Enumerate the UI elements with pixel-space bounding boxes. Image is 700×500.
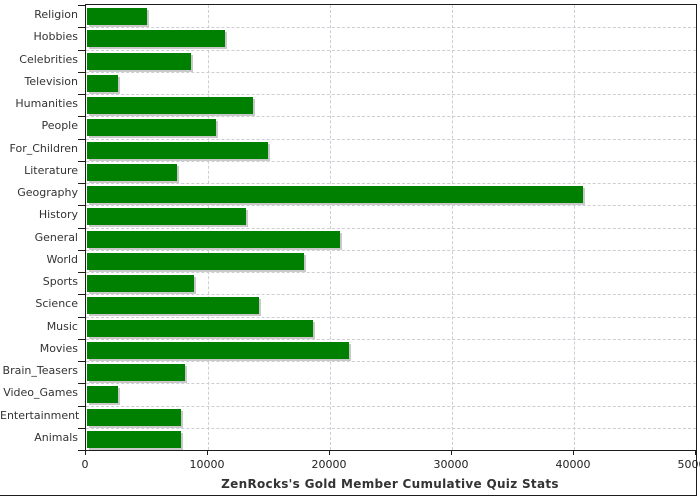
category-label-television: Television xyxy=(24,74,79,88)
y-axis-tick xyxy=(78,5,86,6)
y-gridline xyxy=(86,71,696,73)
category-label-geography: Geography xyxy=(17,186,78,199)
bar-hobbies xyxy=(87,30,225,48)
category-label-literature: Literature xyxy=(24,163,78,177)
x-axis-tick-label: 0 xyxy=(81,458,89,471)
y-gridline xyxy=(86,49,696,51)
y-axis-tick xyxy=(78,227,86,229)
category-label-animals: Animals xyxy=(34,430,78,444)
category-label-hobbies: Hobbies xyxy=(33,30,78,44)
y-axis-tick xyxy=(78,116,86,118)
y-axis-tick xyxy=(78,249,86,251)
category-label-sports: Sports xyxy=(42,275,78,288)
y-gridline xyxy=(86,27,696,29)
y-axis-tick xyxy=(78,361,86,362)
bar-for_children xyxy=(87,141,268,159)
category-label-entertainment: Entertainment xyxy=(0,408,80,422)
bar-celebrities xyxy=(87,52,191,70)
y-gridline xyxy=(86,405,696,407)
bar-brain_teasers xyxy=(87,364,185,381)
y-axis-tick xyxy=(78,94,86,95)
y-axis-tick xyxy=(78,138,86,140)
y-gridline xyxy=(86,138,696,140)
y-gridline xyxy=(86,116,696,118)
bar-humanities xyxy=(87,97,253,114)
bar-world xyxy=(87,252,305,270)
bar-music xyxy=(87,319,313,337)
y-axis-tick xyxy=(78,27,86,29)
y-gridline xyxy=(86,183,696,184)
category-label-celebrities: Celebrities xyxy=(19,52,78,66)
y-axis-tick xyxy=(78,205,86,207)
y-axis-tick xyxy=(78,427,86,429)
y-gridline xyxy=(86,272,696,273)
category-label-religion: Religion xyxy=(34,8,78,21)
category-label-history: History xyxy=(38,208,78,222)
category-label-humanities: Humanities xyxy=(15,97,78,110)
bar-science xyxy=(87,297,260,315)
category-label-world: World xyxy=(46,252,78,266)
bar-people xyxy=(87,119,217,137)
x-axis-tick-label: 30000 xyxy=(433,458,469,471)
y-axis-tick xyxy=(78,405,86,407)
bar-movies xyxy=(87,341,350,359)
bar-general xyxy=(87,230,340,248)
category-label-movies: Movies xyxy=(39,341,78,355)
x-axis-tick xyxy=(207,450,208,455)
x-axis-tick xyxy=(573,450,574,455)
y-axis-tick xyxy=(78,160,86,162)
bar-sports xyxy=(87,275,195,292)
y-gridline xyxy=(86,227,696,229)
y-axis-tick xyxy=(78,183,86,184)
y-gridline xyxy=(86,205,696,207)
x-axis-tick-label: 40000 xyxy=(555,458,591,471)
y-gridline xyxy=(86,94,696,95)
bar-history xyxy=(87,208,246,226)
y-axis-tick xyxy=(78,49,86,51)
y-gridline xyxy=(86,361,696,362)
y-gridline xyxy=(86,160,696,162)
category-label-music: Music xyxy=(46,319,78,333)
bar-religion xyxy=(87,8,147,25)
y-axis-tick xyxy=(78,272,86,273)
y-axis-tick xyxy=(78,294,86,296)
bar-television xyxy=(87,74,118,92)
y-axis-tick xyxy=(78,450,86,451)
category-label-video_games: Video_Games xyxy=(3,386,78,400)
category-label-people: People xyxy=(41,119,78,133)
y-axis-tick xyxy=(78,316,86,318)
x-axis-tick-label: 10000 xyxy=(189,458,225,471)
category-label-science: Science xyxy=(35,297,78,311)
category-label-general: General xyxy=(34,230,78,244)
plot-area xyxy=(78,4,697,451)
bar-animals xyxy=(87,430,181,448)
x-axis-tick-label: 20000 xyxy=(311,458,347,471)
y-axis-tick xyxy=(78,71,86,73)
x-axis-tick xyxy=(451,450,452,455)
y-gridline xyxy=(86,427,696,429)
image-frame-bottom-edge xyxy=(0,495,697,496)
bar-video_games xyxy=(87,386,118,404)
category-label-brain_teasers: Brain_Teasers xyxy=(2,364,78,377)
chart-title: ZenRocks's Gold Member Cumulative Quiz S… xyxy=(221,477,559,491)
x-axis-tick xyxy=(695,450,696,455)
y-axis-tick xyxy=(78,383,86,385)
y-gridline xyxy=(86,294,696,296)
x-axis-tick xyxy=(329,450,330,455)
x-axis-tick-label: 50000 xyxy=(677,458,700,471)
y-gridline xyxy=(86,383,696,385)
y-gridline xyxy=(86,249,696,251)
bar-geography xyxy=(87,186,583,203)
y-gridline xyxy=(86,316,696,318)
bar-entertainment xyxy=(87,408,181,426)
image-frame-right-edge xyxy=(696,4,697,495)
y-gridline xyxy=(86,338,696,340)
category-label-for_children: For_Children xyxy=(9,141,78,155)
bar-literature xyxy=(87,163,178,181)
y-axis-tick xyxy=(78,338,86,340)
x-axis-tick xyxy=(85,450,86,455)
